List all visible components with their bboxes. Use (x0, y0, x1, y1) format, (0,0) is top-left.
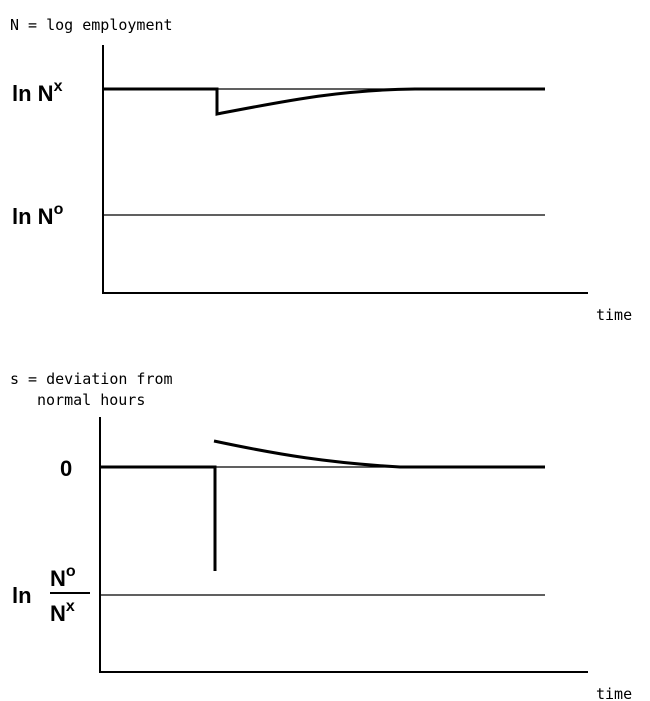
ln-ratio-denominator-base: N (50, 601, 66, 626)
ln-ratio-prefix: ln (12, 583, 32, 608)
hours-time-label: time (596, 685, 632, 701)
employment-path (103, 87, 545, 116)
ln-ratio-numerator-sup: o (66, 563, 76, 580)
hours-panel: s = deviation from normal hours 0 ln No … (10, 370, 632, 701)
employment-panel-title: N = log employment (10, 16, 173, 34)
ln-nx-label-sup: x (54, 78, 63, 95)
hours-axes (99, 417, 588, 673)
hours-recovery-path (213, 439, 545, 469)
hours-panel-title-line2: normal hours (37, 391, 145, 409)
ln-no-label-base: ln N (12, 204, 54, 229)
ln-no-label: ln No (12, 201, 64, 229)
ln-ratio-denominator-sup: x (66, 598, 75, 615)
ln-ratio-denominator: Nx (50, 598, 75, 626)
ln-ratio-numerator-base: N (50, 566, 66, 591)
hours-drop-path (100, 465, 217, 571)
zero-label: 0 (60, 456, 72, 481)
hours-panel-title-line1: s = deviation from (10, 370, 173, 388)
ln-nx-label-base: ln N (12, 81, 54, 106)
employment-panel: N = log employment ln Nx ln No time (10, 16, 632, 324)
employment-time-label: time (596, 306, 632, 324)
ln-nx-label: ln Nx (12, 78, 63, 106)
ln-no-label-sup: o (54, 201, 64, 218)
ln-ratio-label: ln No Nx (12, 563, 90, 626)
employment-axes (102, 45, 588, 294)
ln-ratio-numerator: No (50, 563, 76, 591)
